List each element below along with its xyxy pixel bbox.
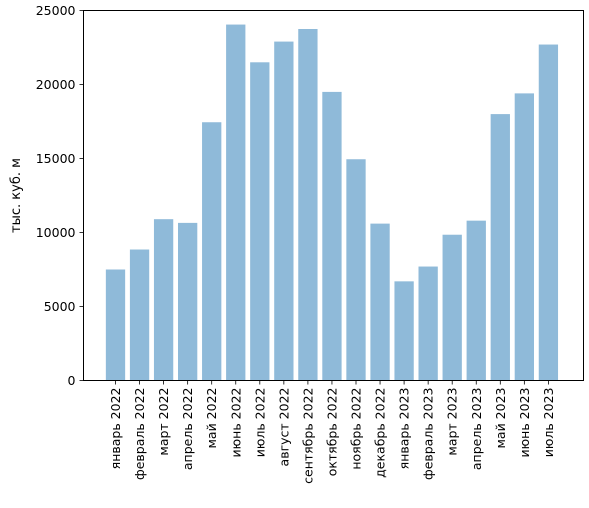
x-tick-label: октябрь 2022 bbox=[324, 388, 339, 477]
bar bbox=[250, 62, 270, 381]
y-axis: 0 5000 10000 15000 20000 25000 bbox=[36, 3, 84, 388]
x-tick-label: март 2022 bbox=[156, 388, 171, 456]
bar bbox=[226, 24, 246, 381]
bar bbox=[442, 234, 462, 381]
x-tick-label: сентябрь 2022 bbox=[300, 388, 315, 484]
bar bbox=[490, 114, 510, 381]
bar bbox=[153, 219, 174, 381]
y-tick-label: 10000 bbox=[36, 225, 76, 240]
bar bbox=[105, 269, 126, 381]
bar bbox=[202, 122, 222, 381]
x-tick-label: июль 2022 bbox=[252, 388, 267, 458]
bar bbox=[466, 220, 486, 381]
y-tick-label: 5000 bbox=[44, 299, 76, 314]
x-tick-label: апрель 2022 bbox=[180, 388, 195, 471]
bars-layer bbox=[105, 24, 559, 381]
y-tick-label: 0 bbox=[68, 373, 76, 388]
bar bbox=[322, 91, 342, 381]
x-tick-label: май 2022 bbox=[204, 388, 219, 449]
x-tick-label: июнь 2023 bbox=[517, 388, 532, 458]
x-tick-label: июнь 2022 bbox=[228, 388, 243, 458]
x-axis: январь 2022 февраль 2022 март 2022 апрель 2… bbox=[108, 380, 556, 484]
x-tick-label: февраль 2022 bbox=[132, 388, 147, 480]
x-tick-label: ноябрь 2022 bbox=[349, 388, 364, 470]
bar bbox=[346, 159, 366, 381]
x-tick-label: май 2023 bbox=[493, 388, 508, 449]
x-tick-label: апрель 2023 bbox=[469, 388, 484, 471]
y-tick-label: 15000 bbox=[36, 151, 76, 166]
y-axis-label: тыс. куб. м bbox=[9, 158, 24, 233]
bar bbox=[298, 29, 318, 381]
bar bbox=[178, 222, 198, 381]
y-tick-label: 25000 bbox=[36, 3, 76, 18]
bar bbox=[370, 223, 390, 381]
x-tick-label: март 2023 bbox=[445, 388, 460, 456]
bar bbox=[418, 266, 438, 381]
x-tick-label: февраль 2023 bbox=[421, 388, 436, 480]
plot-frame bbox=[83, 10, 584, 381]
bar bbox=[514, 93, 534, 381]
x-tick-label: июль 2023 bbox=[541, 388, 556, 458]
bar bbox=[129, 249, 150, 381]
bar bbox=[274, 41, 294, 381]
x-tick-label: август 2022 bbox=[276, 388, 291, 467]
bar bbox=[394, 281, 414, 381]
x-tick-label: январь 2022 bbox=[108, 388, 123, 470]
x-tick-label: январь 2023 bbox=[397, 388, 412, 470]
y-tick-label: 20000 bbox=[36, 77, 76, 92]
x-tick-label: декабрь 2022 bbox=[373, 388, 388, 478]
bar bbox=[538, 44, 559, 381]
